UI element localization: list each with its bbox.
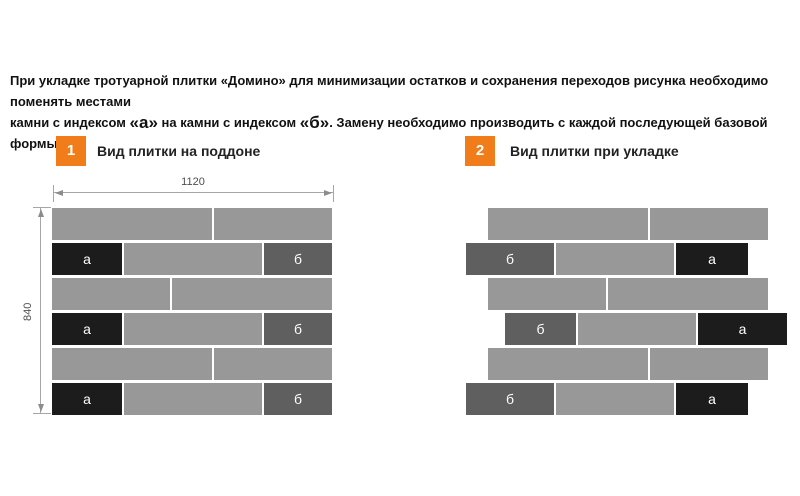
tile-gray — [488, 278, 606, 310]
tile-b: б — [466, 243, 554, 275]
tile-gray — [124, 383, 262, 415]
tile-row — [488, 208, 768, 240]
section-2-title: Вид плитки при укладке — [510, 143, 679, 159]
dim-width-label: 1120 — [181, 176, 205, 188]
tile-gray — [556, 383, 674, 415]
tile-gray — [650, 208, 768, 240]
tile-b: б — [264, 383, 332, 415]
dimension-arrow-left-icon — [55, 190, 63, 196]
tile-a: а — [676, 243, 748, 275]
dim-height-label: 840 — [22, 302, 34, 322]
dimension-arrow-up-icon — [38, 209, 44, 217]
tile-row — [488, 278, 768, 310]
tile-a: а — [52, 313, 122, 345]
tile-gray — [608, 278, 768, 310]
tile-row — [52, 348, 332, 380]
tile-gray — [172, 278, 332, 310]
tile-a: а — [676, 383, 748, 415]
index-a-emphasis: «а» — [129, 113, 158, 132]
tile-gray — [556, 243, 674, 275]
tile-gray — [214, 348, 332, 380]
dimension-arrow-down-icon — [38, 404, 44, 412]
intro-line1: При укладке тротуарной плитки «Домино» д… — [10, 73, 769, 109]
tile-gray — [650, 348, 768, 380]
tile-a: а — [52, 383, 122, 415]
dimension-tick-bottom — [33, 413, 51, 414]
dimension-tick-left — [53, 185, 54, 202]
tile-gray — [488, 348, 648, 380]
intro-line2-part1: камни с индексом — [10, 115, 130, 130]
tile-b: б — [264, 313, 332, 345]
intro-paragraph: При укладке тротуарной плитки «Домино» д… — [10, 70, 792, 154]
intro-line2-part3: . Замену необходимо производить с каждой… — [10, 115, 768, 151]
tile-row — [52, 278, 332, 310]
index-b-emphasis: «б» — [299, 113, 330, 132]
dimension-arrow-right-icon — [324, 190, 332, 196]
tile-a: а — [698, 313, 787, 345]
tile-row — [52, 208, 332, 240]
tile-b: б — [466, 383, 554, 415]
tile-gray — [578, 313, 696, 345]
tile-b: б — [264, 243, 332, 275]
dimension-tick-top — [33, 207, 51, 208]
tile-gray — [124, 243, 262, 275]
tile-gray — [488, 208, 648, 240]
section-1-title: Вид плитки на поддоне — [97, 143, 261, 159]
tile-gray — [52, 208, 212, 240]
section-1-badge: 1 — [56, 136, 86, 166]
dimension-line-horizontal — [54, 192, 333, 193]
tile-gray — [52, 278, 170, 310]
dimension-tick-right — [333, 185, 334, 202]
tile-gray — [124, 313, 262, 345]
tile-a: а — [52, 243, 122, 275]
tile-row — [488, 348, 768, 380]
dimension-line-vertical — [40, 208, 41, 414]
tile-gray — [214, 208, 332, 240]
tile-gray — [52, 348, 212, 380]
section-2-badge: 2 — [465, 136, 495, 166]
tile-b: б — [505, 313, 576, 345]
intro-line2-part2: на камни с индексом — [157, 115, 300, 130]
